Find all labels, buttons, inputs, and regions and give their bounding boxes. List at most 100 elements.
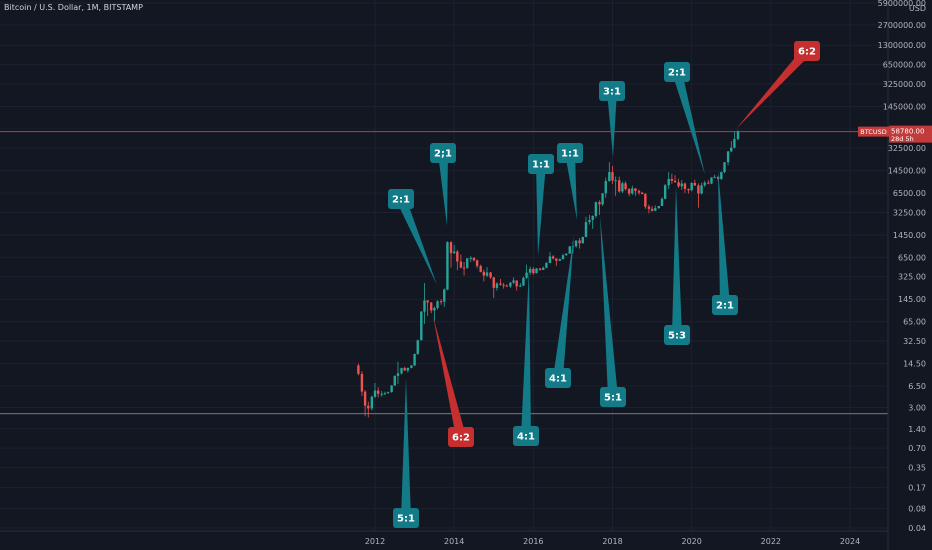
candle-body — [363, 391, 367, 406]
candle-body — [380, 393, 383, 395]
ratio-callout[interactable]: 4:1 — [545, 235, 574, 388]
time-axis[interactable]: 2012 2014 2016 2018 2020 2022 2024 — [0, 530, 888, 546]
callout-box — [599, 81, 625, 101]
callout-label: 6:2 — [798, 47, 816, 58]
y-tick-label: 6.50 — [908, 382, 926, 391]
callout-box — [448, 427, 474, 447]
callout-label: 4:1 — [549, 374, 567, 385]
candle-body — [360, 373, 364, 392]
candle-body — [667, 178, 670, 186]
candle-body — [730, 147, 733, 152]
candle-body — [519, 285, 522, 287]
callout-label: 2:1 — [392, 195, 410, 206]
ratio-callout[interactable]: 2:1 — [664, 62, 705, 175]
callout-label: 5:1 — [397, 514, 415, 525]
candle-body — [390, 385, 393, 393]
candle-body — [720, 172, 723, 179]
chart-title: Bitcoin / U.S. Dollar, 1M, BITSTAMP — [4, 3, 143, 12]
candle-body — [693, 182, 697, 186]
candle-body — [673, 180, 677, 183]
candle-body — [687, 188, 690, 191]
callout-box — [664, 325, 690, 345]
callout-label: 2;1 — [434, 149, 452, 160]
ratio-callout[interactable]: 5:3 — [664, 186, 690, 345]
callout-label: 5:1 — [604, 393, 622, 404]
candle-body — [733, 138, 736, 148]
candle-body — [433, 307, 436, 311]
candle-body — [690, 182, 693, 191]
y-tick-label: 6500.00 — [893, 189, 926, 198]
callout-pointer — [600, 216, 618, 398]
candle-body — [406, 367, 410, 371]
candle-body — [736, 131, 740, 139]
y-tick-label: 0.70 — [908, 444, 926, 453]
candle-body — [538, 268, 542, 270]
ratio-callout[interactable]: 5:1 — [600, 216, 626, 407]
candle-body — [532, 268, 535, 274]
candle-body — [376, 390, 380, 394]
callouts[interactable]: 5:1 2:1 2;1 6:2 4:1 1:1 4:1 1:1 3:1 5:1 5:3 2:1 2:1 6… — [388, 41, 820, 528]
candle-body — [452, 251, 456, 254]
callout-pointer — [672, 186, 682, 336]
candle-body — [551, 256, 555, 259]
candle-body — [525, 272, 528, 278]
candle-body — [591, 215, 594, 220]
candle-body — [618, 180, 621, 192]
candle-body — [462, 267, 466, 269]
candle-body — [495, 283, 499, 288]
candle-body — [588, 219, 591, 223]
x-tick-label: 2024 — [840, 537, 860, 546]
candle-body — [680, 183, 683, 187]
candle-body — [459, 261, 463, 268]
y-tick-label: 145.00 — [898, 295, 926, 304]
callout-pointer — [401, 378, 411, 518]
ratio-callout[interactable]: 2:1 — [712, 170, 738, 315]
callout-label: 1:1 — [561, 149, 579, 160]
ratio-callout[interactable]: 3:1 — [599, 81, 625, 157]
candle-body — [644, 193, 647, 207]
callout-pointer — [718, 170, 730, 306]
candle-body — [584, 222, 588, 237]
candle-body — [472, 257, 476, 261]
callout-label: 6:2 — [452, 433, 470, 444]
ratio-callout[interactable]: 1:1 — [528, 154, 554, 256]
callout-pointer — [565, 152, 577, 220]
callout-pointer — [553, 235, 574, 379]
candle-body — [542, 267, 545, 270]
ratio-callout[interactable]: 4:1 — [513, 268, 539, 446]
candle-body — [677, 182, 680, 187]
x-tick-label: 2022 — [761, 537, 781, 546]
candle-body — [683, 183, 687, 189]
callout-pointer — [607, 90, 617, 157]
candle-body — [707, 182, 710, 184]
chart-grid — [0, 0, 888, 531]
ratio-callout[interactable]: 1:1 — [557, 143, 583, 220]
candle-body — [697, 185, 700, 194]
candle-body — [386, 392, 390, 394]
callout-box — [600, 387, 626, 407]
callout-box — [513, 426, 539, 446]
candle-body — [430, 302, 433, 311]
candle-body — [700, 185, 703, 194]
y-tick-label: 1450.00 — [893, 231, 926, 240]
ratio-callout[interactable]: 6:2 — [433, 316, 474, 447]
candle-body — [581, 236, 585, 244]
ratio-callout[interactable]: 2;1 — [430, 143, 456, 226]
y-tick-label: 32.50 — [903, 337, 926, 346]
x-tick-label: 2014 — [444, 537, 464, 546]
candle-body — [416, 340, 419, 354]
candle-body — [564, 253, 568, 256]
candle-body — [660, 198, 664, 206]
candle-body — [403, 368, 406, 371]
ratio-callout[interactable]: 5:1 — [393, 378, 419, 528]
ratio-callout[interactable]: 6:2 — [736, 41, 820, 129]
candle-body — [509, 282, 512, 287]
ratio-callout[interactable]: 2:1 — [388, 189, 437, 285]
y-tick-label: 0.35 — [908, 463, 926, 472]
y-tick-label: 145000.00 — [883, 102, 926, 111]
y-tick-label: 325.00 — [898, 273, 926, 282]
candle-body — [634, 188, 637, 192]
callout-pointer — [736, 47, 811, 129]
